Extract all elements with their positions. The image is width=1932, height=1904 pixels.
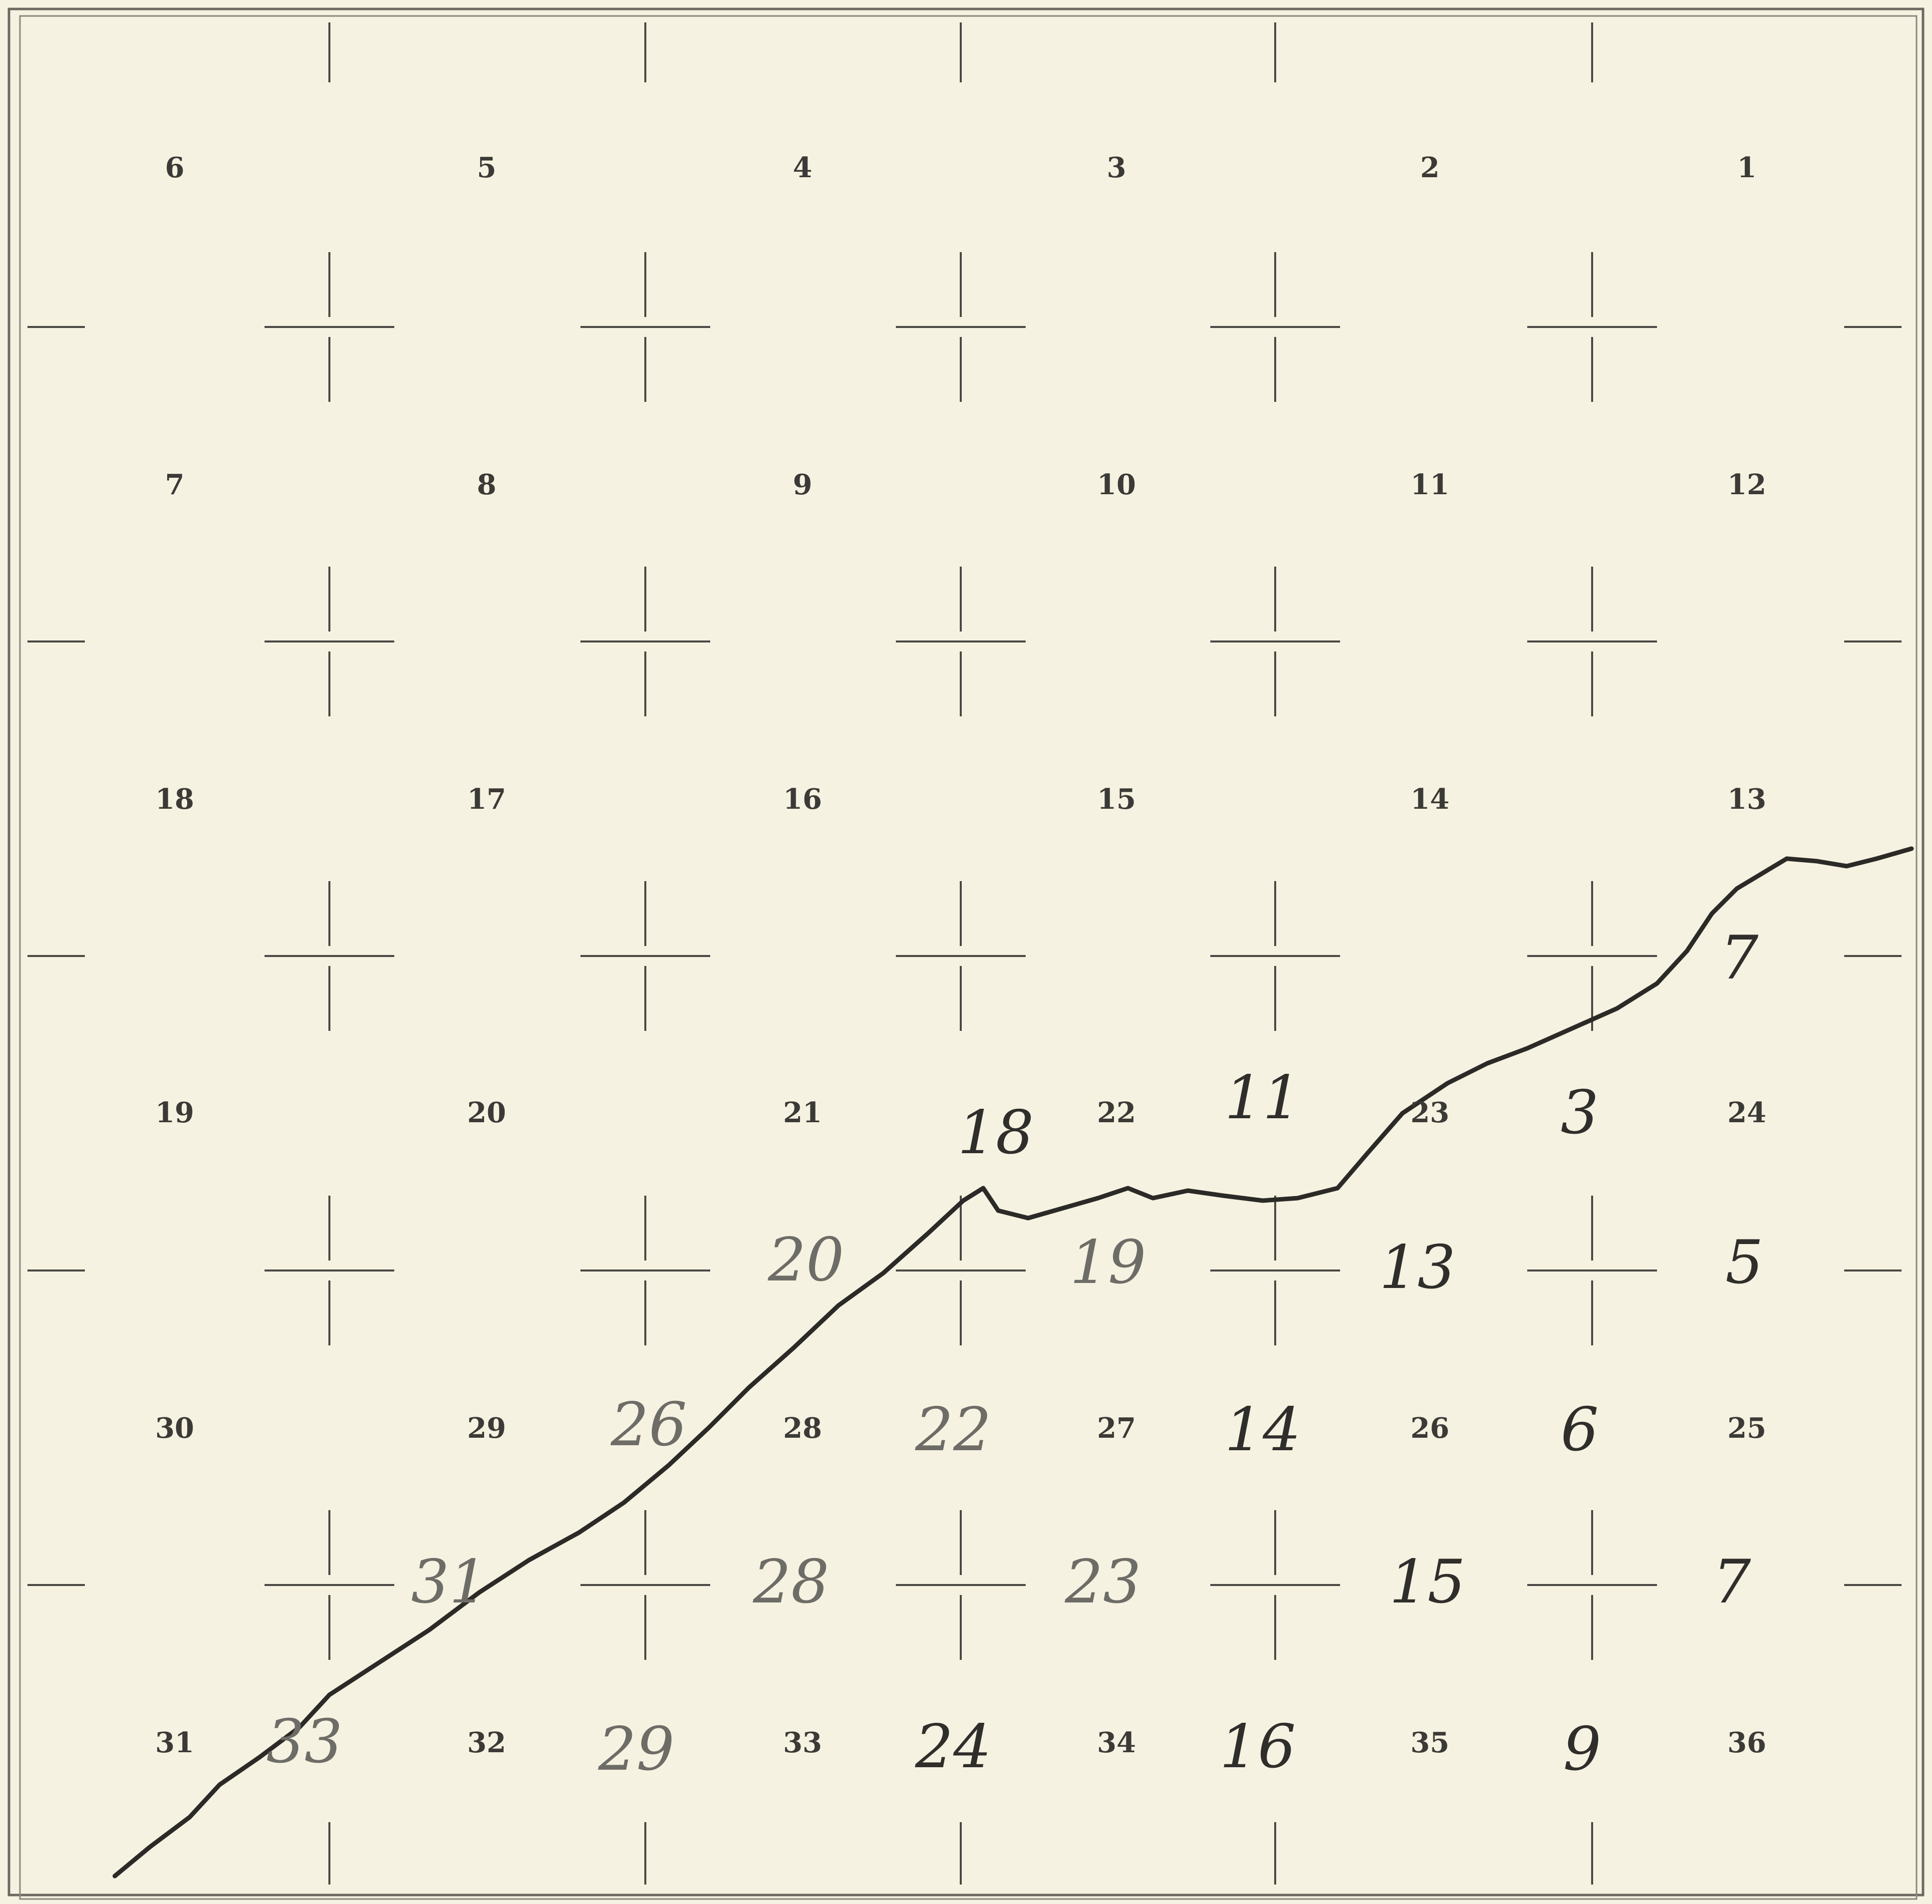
- section-number: 7: [165, 468, 185, 501]
- handwritten-number: 23: [1065, 1548, 1141, 1617]
- handwritten-number: 19: [1070, 1228, 1146, 1297]
- section-number: 16: [783, 783, 822, 816]
- handwritten-number: 33: [267, 1707, 343, 1777]
- section-number: 21: [783, 1096, 822, 1129]
- handwritten-number: 6: [1561, 1395, 1599, 1465]
- section-number: 22: [1097, 1096, 1136, 1129]
- handwritten-number: 26: [610, 1390, 687, 1460]
- outer-border: [7, 7, 1925, 1897]
- handwritten-number: 22: [915, 1395, 992, 1465]
- handwritten-number: 13: [1380, 1233, 1456, 1302]
- handwritten-number: 9: [1563, 1715, 1601, 1784]
- section-number: 20: [467, 1096, 506, 1129]
- section-number: 19: [155, 1096, 194, 1129]
- handwritten-number: 5: [1725, 1228, 1763, 1297]
- handwritten-number: 31: [411, 1548, 488, 1617]
- section-number: 26: [1410, 1412, 1449, 1445]
- section-number: 28: [783, 1412, 822, 1445]
- section-number: 34: [1097, 1726, 1136, 1759]
- section-number: 15: [1097, 783, 1136, 816]
- section-number: 25: [1727, 1412, 1766, 1445]
- section-number: 11: [1410, 468, 1449, 501]
- section-number: 32: [467, 1726, 506, 1759]
- section-grid-ticks: [27, 22, 1902, 1885]
- section-number: 1: [1737, 151, 1757, 184]
- handwritten-number: 14: [1225, 1395, 1301, 1465]
- section-number: 9: [793, 468, 813, 501]
- section-number: 3: [1107, 151, 1126, 184]
- section-number: 10: [1097, 468, 1136, 501]
- handwritten-number: 16: [1220, 1712, 1296, 1782]
- river-boundary-line: [112, 846, 1914, 1879]
- handwritten-number: 7: [1713, 1548, 1751, 1617]
- section-number: 18: [155, 783, 194, 816]
- handwritten-number: 7: [1720, 924, 1759, 993]
- section-number: 29: [467, 1412, 506, 1445]
- section-number: 12: [1727, 468, 1766, 501]
- handwritten-number: 18: [958, 1098, 1034, 1168]
- inner-border: [19, 15, 1918, 1900]
- handwritten-number: 28: [753, 1548, 829, 1617]
- section-number: 23: [1410, 1096, 1449, 1129]
- section-number: 33: [783, 1726, 822, 1759]
- handwritten-section-numbers: 18 11 3 7 20 19 13 5 26 22 14 6 31 28 23 15 7 33 29 24 16 9: [267, 924, 1764, 1784]
- handwritten-number: 29: [598, 1715, 675, 1784]
- section-number: 24: [1727, 1096, 1766, 1129]
- section-number: 31: [155, 1726, 194, 1759]
- section-number: 35: [1410, 1726, 1449, 1759]
- section-number: 27: [1097, 1412, 1136, 1445]
- handwritten-number: 3: [1561, 1078, 1599, 1148]
- section-number: 6: [165, 151, 185, 184]
- section-number: 17: [467, 783, 506, 816]
- handwritten-number: 24: [915, 1712, 992, 1782]
- section-number: 14: [1410, 783, 1449, 816]
- section-number: 36: [1727, 1726, 1766, 1759]
- section-number: 5: [477, 151, 497, 184]
- handwritten-number: 15: [1389, 1548, 1466, 1617]
- section-number: 4: [793, 151, 813, 184]
- section-number: 30: [155, 1412, 194, 1445]
- handwritten-number: 20: [768, 1226, 844, 1295]
- section-number: 2: [1420, 151, 1440, 184]
- map-frame: [7, 7, 1925, 1900]
- section-number: 8: [477, 468, 497, 501]
- handwritten-number: 11: [1225, 1063, 1301, 1133]
- section-number: 13: [1727, 783, 1766, 816]
